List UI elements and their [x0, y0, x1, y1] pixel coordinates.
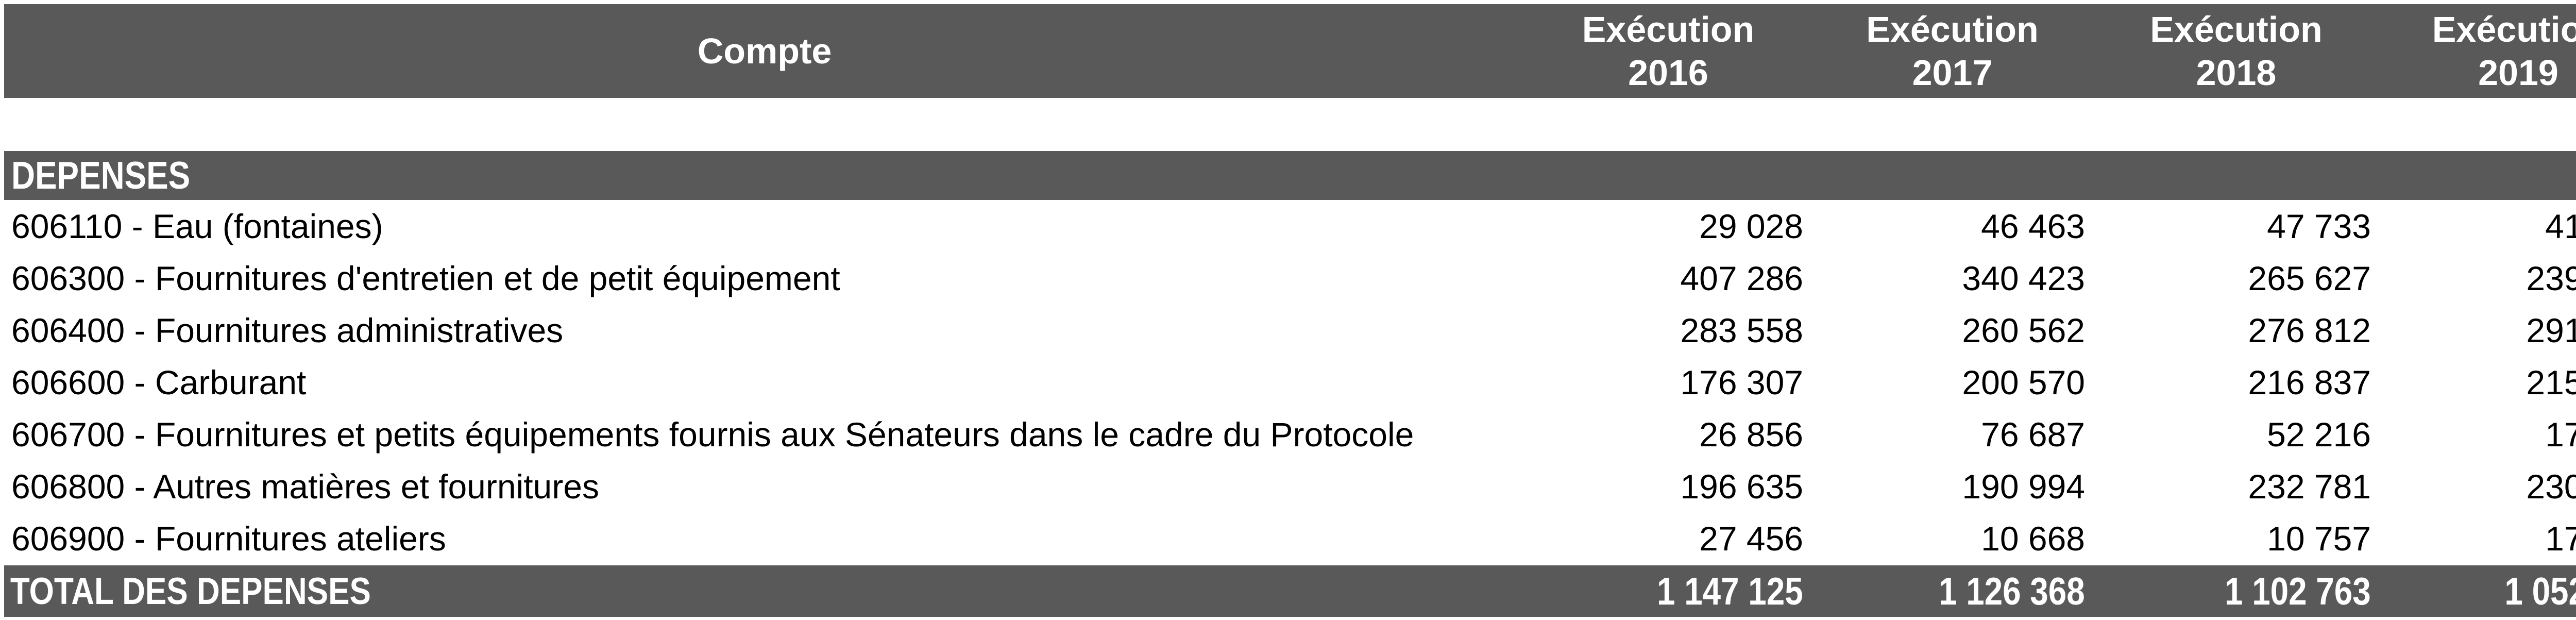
value-cell: 283 558 [1680, 311, 1803, 349]
header-section-gap [0, 98, 2576, 151]
total-row: TOTAL DES DEPENSES 1 147 125 1 126 368 1 1… [4, 565, 2576, 617]
section-header-depenses: DEPENSES [4, 151, 2576, 200]
total-value: 1 147 125 [1657, 569, 1803, 613]
column-header-execution-0: Exécution 2016 [1525, 4, 1811, 98]
value-cell: 52 216 [2267, 415, 2371, 454]
value-cell: 17 312 [2545, 415, 2576, 454]
table-row: 606600 - Carburant 176 307 200 570 216 837 2… [4, 356, 2576, 408]
table-row: 606800 - Autres matières et fournitures 1… [4, 460, 2576, 512]
account-label: 606700 - Fournitures et petits équipemen… [11, 415, 1414, 454]
account-label: 606300 - Fournitures d'entretien et de p… [11, 259, 840, 297]
account-label: 606900 - Fournitures ateliers [11, 519, 446, 558]
value-cell: 47 733 [2267, 207, 2371, 245]
value-cell: 76 687 [1981, 415, 2085, 454]
value-cell: 10 757 [2267, 519, 2371, 558]
value-cell: 276 812 [2248, 311, 2371, 349]
value-cell: 232 781 [2248, 467, 2371, 506]
table-row: 606700 - Fournitures et petits équipemen… [4, 408, 2576, 460]
total-value-cell: 1 052 711 [2379, 572, 2576, 611]
account-label: 606110 - Eau (fontaines) [11, 207, 383, 245]
value-cell: 176 307 [1680, 363, 1803, 401]
column-header-year: 2016 [1628, 53, 1708, 93]
value-cell: 41 068 [2545, 207, 2576, 245]
total-value: 1 126 368 [1939, 569, 2085, 613]
value-cell: 216 837 [2248, 363, 2371, 401]
column-header-title: Exécution [1582, 9, 1755, 49]
table-row: 606900 - Fournitures ateliers 27 456 10 66… [4, 512, 2576, 564]
value-cell: 27 456 [1699, 519, 1803, 558]
value-cell: 26 856 [1699, 415, 1803, 454]
column-header-title: Exécution [2150, 9, 2323, 49]
table-row: 606300 - Fournitures d'entretien et de p… [4, 252, 2576, 304]
account-label: 606600 - Carburant [11, 363, 307, 401]
value-cell: 407 286 [1680, 259, 1803, 297]
value-cell: 190 994 [1962, 467, 2085, 506]
value-cell: 10 668 [1981, 519, 2085, 558]
value-cell: 291 423 [2526, 311, 2576, 349]
column-header-execution-3: Exécution2019 [2379, 4, 2576, 98]
total-value: 1 052 711 [2504, 569, 2576, 613]
column-header-year: 2019 [2478, 53, 2558, 93]
table-row: 606110 - Eau (fontaines) 29 028 46 463 47 7… [4, 200, 2576, 252]
total-value-cell: 1 126 368 [1811, 572, 2093, 611]
value-cell: 17 275 [2545, 519, 2576, 558]
value-cell: 29 028 [1699, 207, 1803, 245]
column-header-execution-2: Exécution 2018 [2093, 4, 2379, 98]
column-header-execution-1: Exécution 2017 [1811, 4, 2093, 98]
column-header-compte: Compte [697, 31, 832, 71]
table-body: 606110 - Eau (fontaines) 29 028 46 463 47 7… [4, 200, 2576, 564]
table-row: 606400 - Fournitures administratives 283 … [4, 304, 2576, 356]
account-label: 606800 - Autres matières et fournitures [11, 467, 599, 506]
column-header-title: Exécution [1866, 9, 2039, 49]
column-header-year: 2017 [1912, 53, 1993, 93]
value-cell: 215 457 [2526, 363, 2576, 401]
total-value-cell: 1 102 763 [2093, 572, 2379, 611]
column-header-title: Exécution [2432, 9, 2576, 49]
total-row-label: TOTAL DES DEPENSES [10, 570, 371, 612]
value-cell: 196 635 [1680, 467, 1803, 506]
value-cell: 265 627 [2248, 259, 2371, 297]
value-cell: 239 948 [2526, 259, 2576, 297]
section-header-label: DEPENSES [11, 154, 191, 197]
total-value-cell: 1 147 125 [1525, 572, 1811, 611]
value-cell: 260 562 [1962, 311, 2085, 349]
value-cell: 340 423 [1962, 259, 2085, 297]
column-header-year: 2018 [2196, 53, 2277, 93]
value-cell: 46 463 [1981, 207, 2085, 245]
value-cell: 200 570 [1962, 363, 2085, 401]
value-cell: 230 228 [2526, 467, 2576, 506]
total-value: 1 102 763 [2225, 569, 2371, 613]
account-label: 606400 - Fournitures administratives [11, 311, 564, 349]
table-header-row: Compte Exécution 2016 Exécution 2017 Exécuti… [4, 4, 2576, 98]
